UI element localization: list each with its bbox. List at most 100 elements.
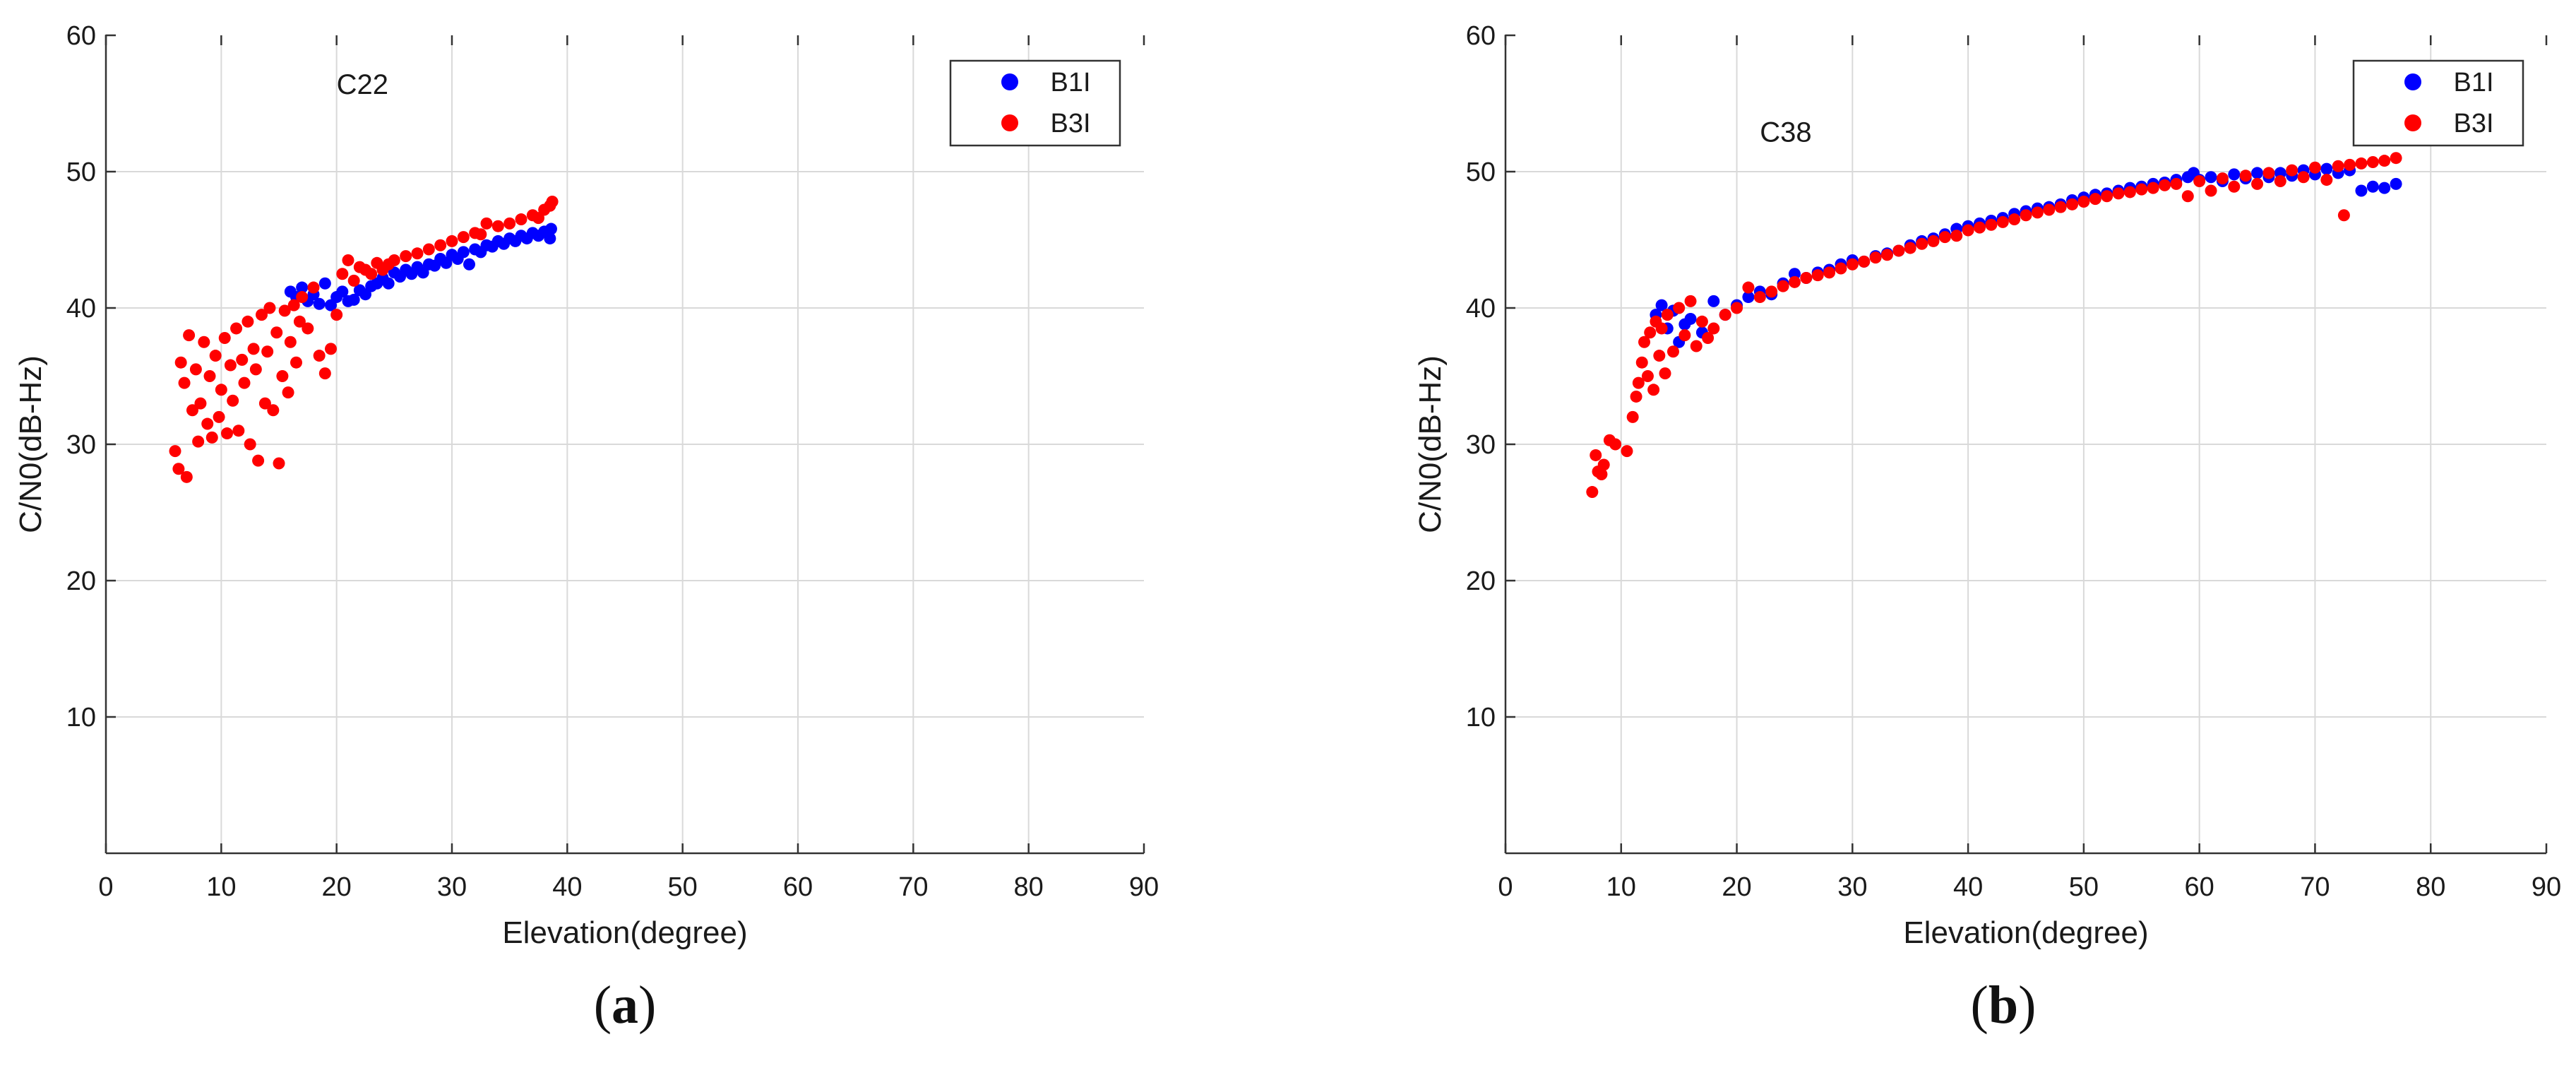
data-point-B3I [180,470,193,483]
x-tick-label: 40 [552,872,582,902]
data-point-B3I [480,217,493,230]
data-point-B3I [1609,438,1622,451]
data-point-B3I [2308,161,2321,174]
data-point-B3I [203,370,216,382]
data-point-B3I [221,427,233,440]
x-tick-label: 10 [206,872,236,902]
data-point-B3I [1719,309,1731,321]
data-point-B1I [2390,177,2402,190]
x-tick-label: 50 [668,872,698,902]
data-point-B3I [342,254,354,266]
data-point-B3I [2332,160,2344,172]
data-point-B3I [2135,183,2148,196]
data-point-B3I [189,363,202,376]
data-point-B3I [1684,295,1697,307]
x-axis-label: Elevation(degree) [502,915,747,950]
data-point-B3I [1586,486,1599,499]
data-point-B3I [227,394,239,407]
data-point-B3I [242,315,254,328]
x-tick-label: 80 [2416,872,2445,902]
data-point-B3I [2020,209,2032,222]
data-point-B3I [252,454,265,467]
y-tick-label: 60 [1466,21,1496,51]
data-point-B3I [2077,195,2090,208]
data-point-B3I [336,268,349,280]
data-point-B1I [544,222,557,235]
data-point-B3I [1927,235,1940,247]
data-point-B3I [1800,272,1813,285]
data-point-B3I [1846,258,1859,271]
data-point-B3I [1653,350,1666,362]
data-point-B3I [365,268,378,280]
data-point-B3I [491,220,504,232]
data-point-B3I [270,326,283,339]
y-tick-label: 10 [66,703,96,732]
data-point-B3I [330,309,343,321]
series-B3I [1586,152,2402,499]
data-point-B3I [2390,152,2402,165]
data-point-B1I [2355,184,2368,197]
x-tick-label: 90 [1129,872,1159,902]
data-point-B3I [1638,336,1651,348]
data-point-B3I [475,228,487,241]
data-point-B3I [1707,322,1720,335]
data-point-B3I [1647,384,1660,396]
data-point-B3I [1880,249,1893,261]
x-tick-label: 60 [2185,872,2214,902]
data-point-B3I [1835,262,1847,275]
data-point-B3I [1996,215,2009,228]
data-point-B3I [2239,170,2252,182]
data-point-B3I [1702,331,1715,344]
data-point-B3I [400,250,412,263]
data-point-B3I [2262,167,2275,179]
legend-marker-B1I [2404,73,2421,90]
data-point-B3I [1635,356,1648,369]
y-tick-label: 40 [66,294,96,324]
y-tick-label: 20 [66,566,96,596]
data-point-B3I [247,343,260,355]
data-point-B3I [238,376,251,389]
data-point-B3I [515,213,527,226]
legend-box [2352,59,2524,147]
data-point-B1I [2228,168,2241,181]
x-axis-label: Elevation(degree) [1903,915,2148,950]
data-point-B3I [1962,224,1974,237]
x-tick-label: 60 [783,872,813,902]
data-point-B3I [1632,376,1645,389]
data-point-B3I [1731,302,1743,314]
data-point-B3I [2286,164,2298,177]
subfigure-label: (a) [594,975,657,1035]
data-point-B3I [446,235,458,247]
data-point-B3I [2205,184,2217,197]
subfigure-label: (b) [1971,975,2037,1035]
x-tick-label: 30 [1837,872,1867,902]
data-point-B1I [544,232,556,245]
y-tick-label: 30 [66,430,96,460]
data-point-B1I [1684,312,1697,325]
data-point-B3I [2193,175,2206,188]
data-point-B3I [1690,340,1703,352]
y-axis-label: C/N0(dB-Hz) [13,355,48,533]
subfigure-letter: b [1988,975,2018,1035]
y-tick-label: 50 [1466,158,1496,187]
data-point-B3I [1595,468,1608,480]
data-point-B3I [1869,251,1882,264]
legend-label-B1I: B1I [1050,68,1090,97]
data-point-B1I [347,293,360,306]
x-tick-label: 40 [1953,872,1983,902]
x-tick-label: 90 [2532,872,2561,902]
data-point-B3I [1626,410,1639,423]
data-point-B3I [2031,206,2044,219]
data-point-B3I [2228,180,2241,193]
data-point-B1I [1742,291,1755,304]
data-point-B3I [1597,458,1610,471]
data-point-B3I [1673,302,1686,314]
data-point-B3I [1985,218,1998,231]
x-tick-label: 50 [2069,872,2099,902]
series-B3I [169,195,559,483]
data-point-B3I [236,353,249,366]
x-tick-label: 80 [1014,872,1044,902]
data-point-B3I [263,302,276,314]
data-point-B3I [1630,390,1642,403]
